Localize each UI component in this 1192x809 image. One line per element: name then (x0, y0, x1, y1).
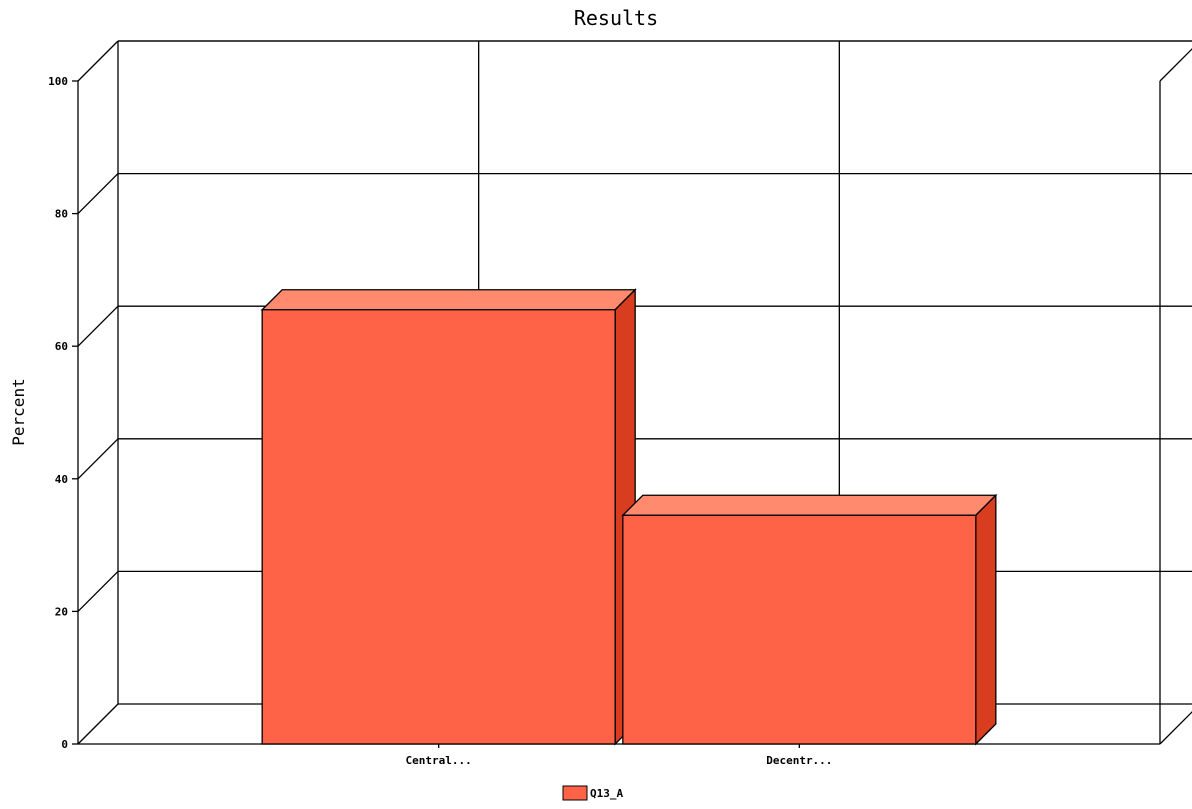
y-axis-label: Percent (9, 378, 28, 445)
gridline-diagonal (77, 438, 119, 480)
bar-front-face (261, 309, 616, 745)
gridline-diagonal (77, 40, 119, 82)
y-axis-ticks: 0 20 40 60 80 100 (48, 75, 78, 751)
bars (260, 288, 998, 746)
bar-top-face (621, 494, 998, 516)
floor-right-diagonal (1159, 711, 1192, 745)
gridline-diagonal (77, 703, 119, 745)
y-tick-label: 80 (55, 208, 68, 221)
bar (621, 493, 998, 746)
legend-swatch (562, 785, 588, 801)
y-tick-label: 0 (61, 738, 68, 751)
y-tick-label: 40 (55, 473, 68, 486)
y-tick-label: 20 (55, 605, 68, 618)
bar-top-face (260, 289, 637, 311)
chart-title: Results (574, 6, 658, 30)
gridline-diagonal (77, 173, 119, 215)
y-tick-label: 100 (48, 75, 68, 88)
bar-front-face (622, 514, 977, 745)
bar-side-face (975, 493, 997, 746)
gridline-diagonal (77, 305, 119, 347)
x-axis-categories: Central... Decentr... (406, 744, 832, 767)
x-category-label: Central... (406, 754, 472, 767)
y-tick-label: 60 (55, 340, 68, 353)
gridline-diagonal (77, 570, 119, 612)
legend: Q13_A (562, 785, 623, 801)
top-right-diagonal (1159, 48, 1192, 82)
legend-label: Q13_A (590, 787, 623, 800)
x-category-label: Decentr... (766, 754, 832, 767)
bar (260, 288, 637, 746)
